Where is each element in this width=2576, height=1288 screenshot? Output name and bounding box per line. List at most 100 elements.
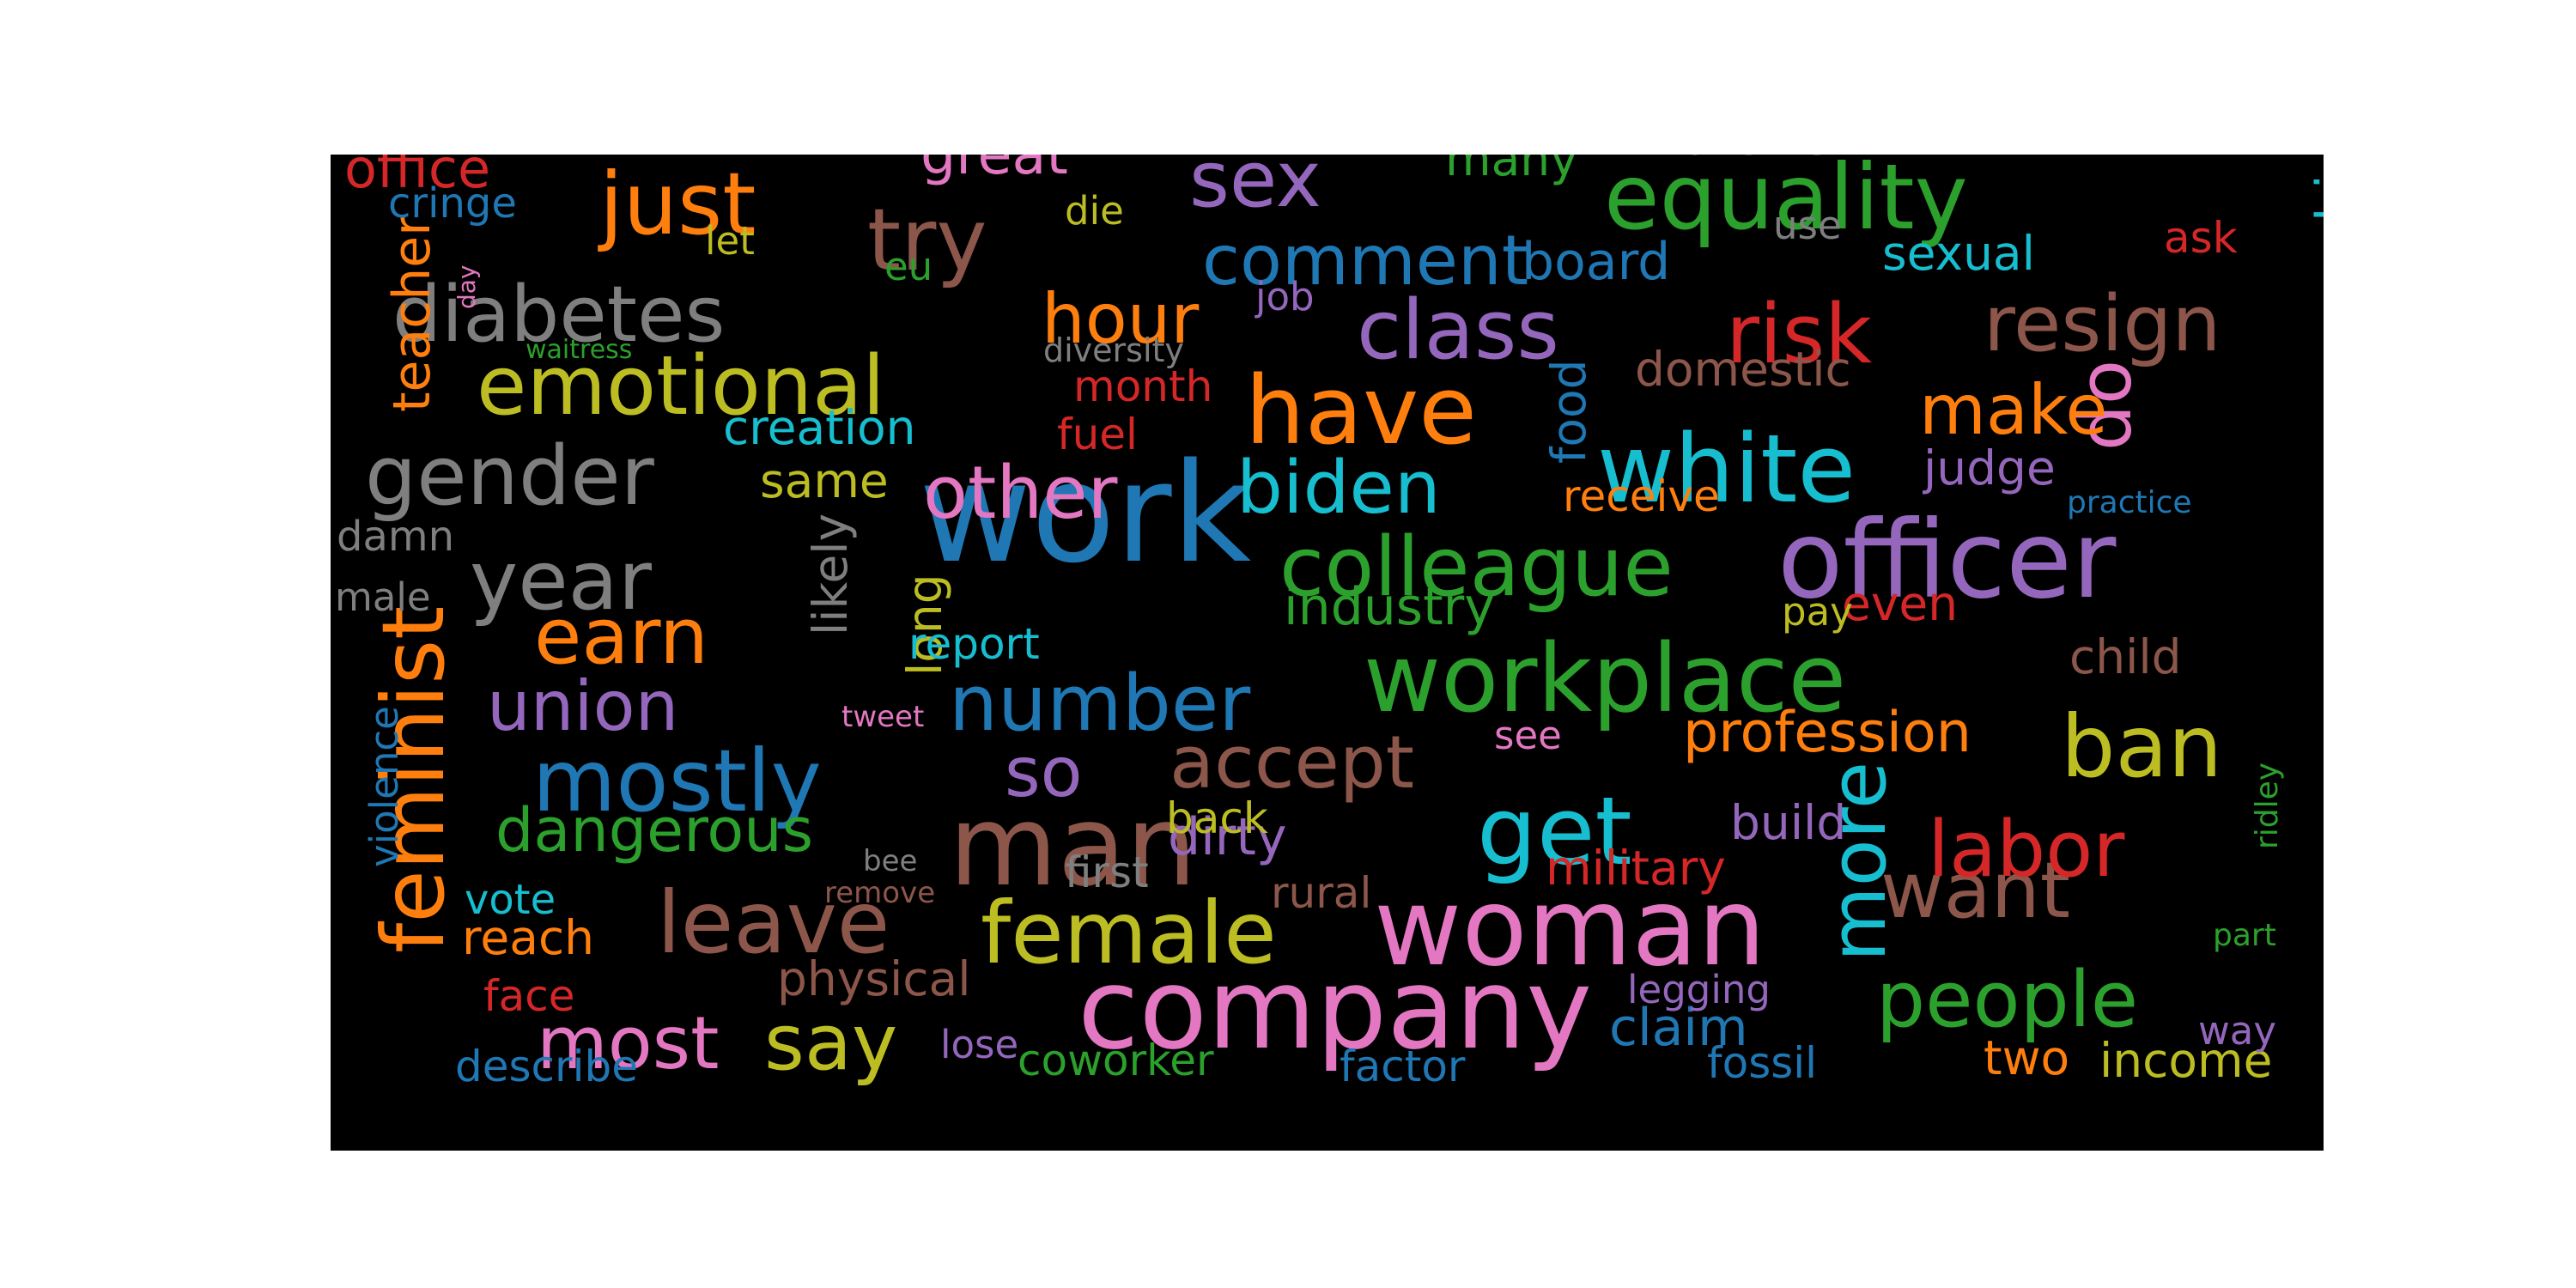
word-comment: comment — [1202, 221, 1529, 301]
word-damn: damn — [337, 513, 455, 561]
word-lose: lose — [940, 1021, 1019, 1067]
word-legging: legging — [1627, 966, 1771, 1012]
word-company: company — [1078, 944, 1593, 1074]
word-violence: violence — [361, 706, 407, 867]
word-accept: accept — [1170, 720, 1415, 805]
word-teacher: teacher — [382, 215, 442, 412]
word-risk: risk — [1726, 287, 1872, 382]
word-leave: leave — [657, 872, 890, 973]
word-equality: equality — [1604, 155, 1968, 250]
word-fuel: fuel — [1057, 410, 1138, 459]
word-way: way — [2198, 1007, 2277, 1054]
word-cloud: work woman company man officer workplace equal… — [331, 155, 2324, 1151]
word-let: let — [705, 217, 755, 264]
word-day: day — [453, 264, 481, 309]
word-ban: ban — [2061, 696, 2223, 797]
word-diversity: diversity — [1043, 331, 1184, 369]
word-job: job — [1255, 273, 1315, 319]
word-emotional: emotional — [477, 338, 885, 434]
word-work: work — [919, 433, 1252, 593]
word-waitress: waitress — [526, 335, 633, 365]
word-rural: rural — [1271, 868, 1372, 918]
word-see: see — [1494, 712, 1562, 758]
word-year: year — [470, 533, 652, 629]
word-movement: movement — [1640, 155, 1872, 161]
word-factor: factor — [1340, 1042, 1466, 1091]
word-office: office — [344, 155, 491, 200]
word-military: military — [1546, 840, 1726, 896]
word-practice: practice — [2067, 485, 2192, 520]
word-great: great — [920, 155, 1068, 187]
word-domestic: domestic — [1635, 341, 1851, 397]
word-physical: physical — [777, 951, 971, 1006]
word-report: report — [908, 619, 1040, 669]
word-have: have — [1245, 355, 1477, 465]
word-creation: creation — [723, 399, 916, 455]
word-diabetes: diabetes — [392, 270, 726, 360]
word-try: try — [867, 190, 987, 290]
word-hour: hour — [1042, 279, 1200, 359]
word-board: board — [1522, 232, 1671, 292]
word-back: back — [1166, 793, 1268, 843]
word-workplace: workplace — [1364, 623, 1847, 733]
word-most: most — [537, 1000, 720, 1086]
word-cringe: cringe — [388, 179, 517, 228]
word-resign: resign — [1984, 279, 2221, 369]
word-colleague: colleague — [1279, 519, 1674, 615]
word-union: union — [487, 666, 679, 746]
word-gender: gender — [365, 428, 654, 524]
word-woman: woman — [1374, 865, 1766, 990]
word-say: say — [764, 998, 898, 1088]
word-vote: vote — [465, 876, 556, 924]
word-number: number — [949, 659, 1251, 749]
word-man: man — [949, 781, 1197, 911]
word-describe: describe — [455, 1042, 638, 1091]
word-earn: earn — [534, 592, 708, 682]
word-die: die — [1065, 187, 1124, 234]
word-even: even — [1842, 575, 1959, 631]
word-coworker: coworker — [1018, 1036, 1214, 1085]
word-reach: reach — [462, 909, 595, 965]
word-eu: eu — [884, 243, 933, 289]
word-dangerous: dangerous — [495, 795, 814, 866]
word-people: people — [1876, 955, 2139, 1045]
word-bee: bee — [863, 844, 918, 878]
word-so: so — [1005, 732, 1083, 812]
word-sex: sex — [1189, 155, 1321, 225]
word-dirty: dirty — [1168, 807, 1287, 867]
word-ask: ask — [2164, 213, 2238, 263]
word-child: child — [2069, 629, 2182, 684]
word-income: income — [2099, 1032, 2273, 1088]
word-sexual: sexual — [1882, 225, 2035, 281]
word-male: male — [335, 574, 431, 620]
word-pay: pay — [1782, 588, 1853, 635]
word-officer: officer — [1777, 497, 2117, 623]
word-labor: labor — [1928, 805, 2125, 895]
word-first: first — [1065, 848, 1149, 897]
word-industry: industry — [1284, 577, 1495, 637]
word-build: build — [1730, 794, 1847, 850]
word-claim: claim — [1609, 998, 1748, 1058]
word-likely: likely — [803, 513, 858, 635]
word-food: food — [1541, 359, 1596, 464]
word-face: face — [483, 971, 575, 1021]
word-two: two — [1984, 1030, 2070, 1085]
word-receive: receive — [1563, 471, 1720, 521]
word-profession: profession — [1683, 700, 1971, 765]
word-want: want — [1880, 846, 2071, 936]
word-tweet: tweet — [841, 700, 925, 734]
word-field: field — [2318, 430, 2324, 532]
word-just: just — [599, 155, 756, 254]
word-biden: biden — [1236, 445, 1441, 531]
word-get: get — [1477, 776, 1632, 886]
word-make: make — [1919, 370, 2108, 450]
word-judge: judge — [1923, 440, 2056, 495]
word-class: class — [1357, 283, 1559, 378]
word-month: month — [1073, 361, 1213, 411]
word-many: many — [1445, 155, 1578, 186]
word-same: same — [760, 453, 889, 508]
word-hire: hire — [2306, 155, 2324, 222]
word-fossil: fossil — [1707, 1038, 1818, 1088]
word-use: use — [1773, 202, 1842, 248]
word-white: white — [1597, 414, 1856, 524]
